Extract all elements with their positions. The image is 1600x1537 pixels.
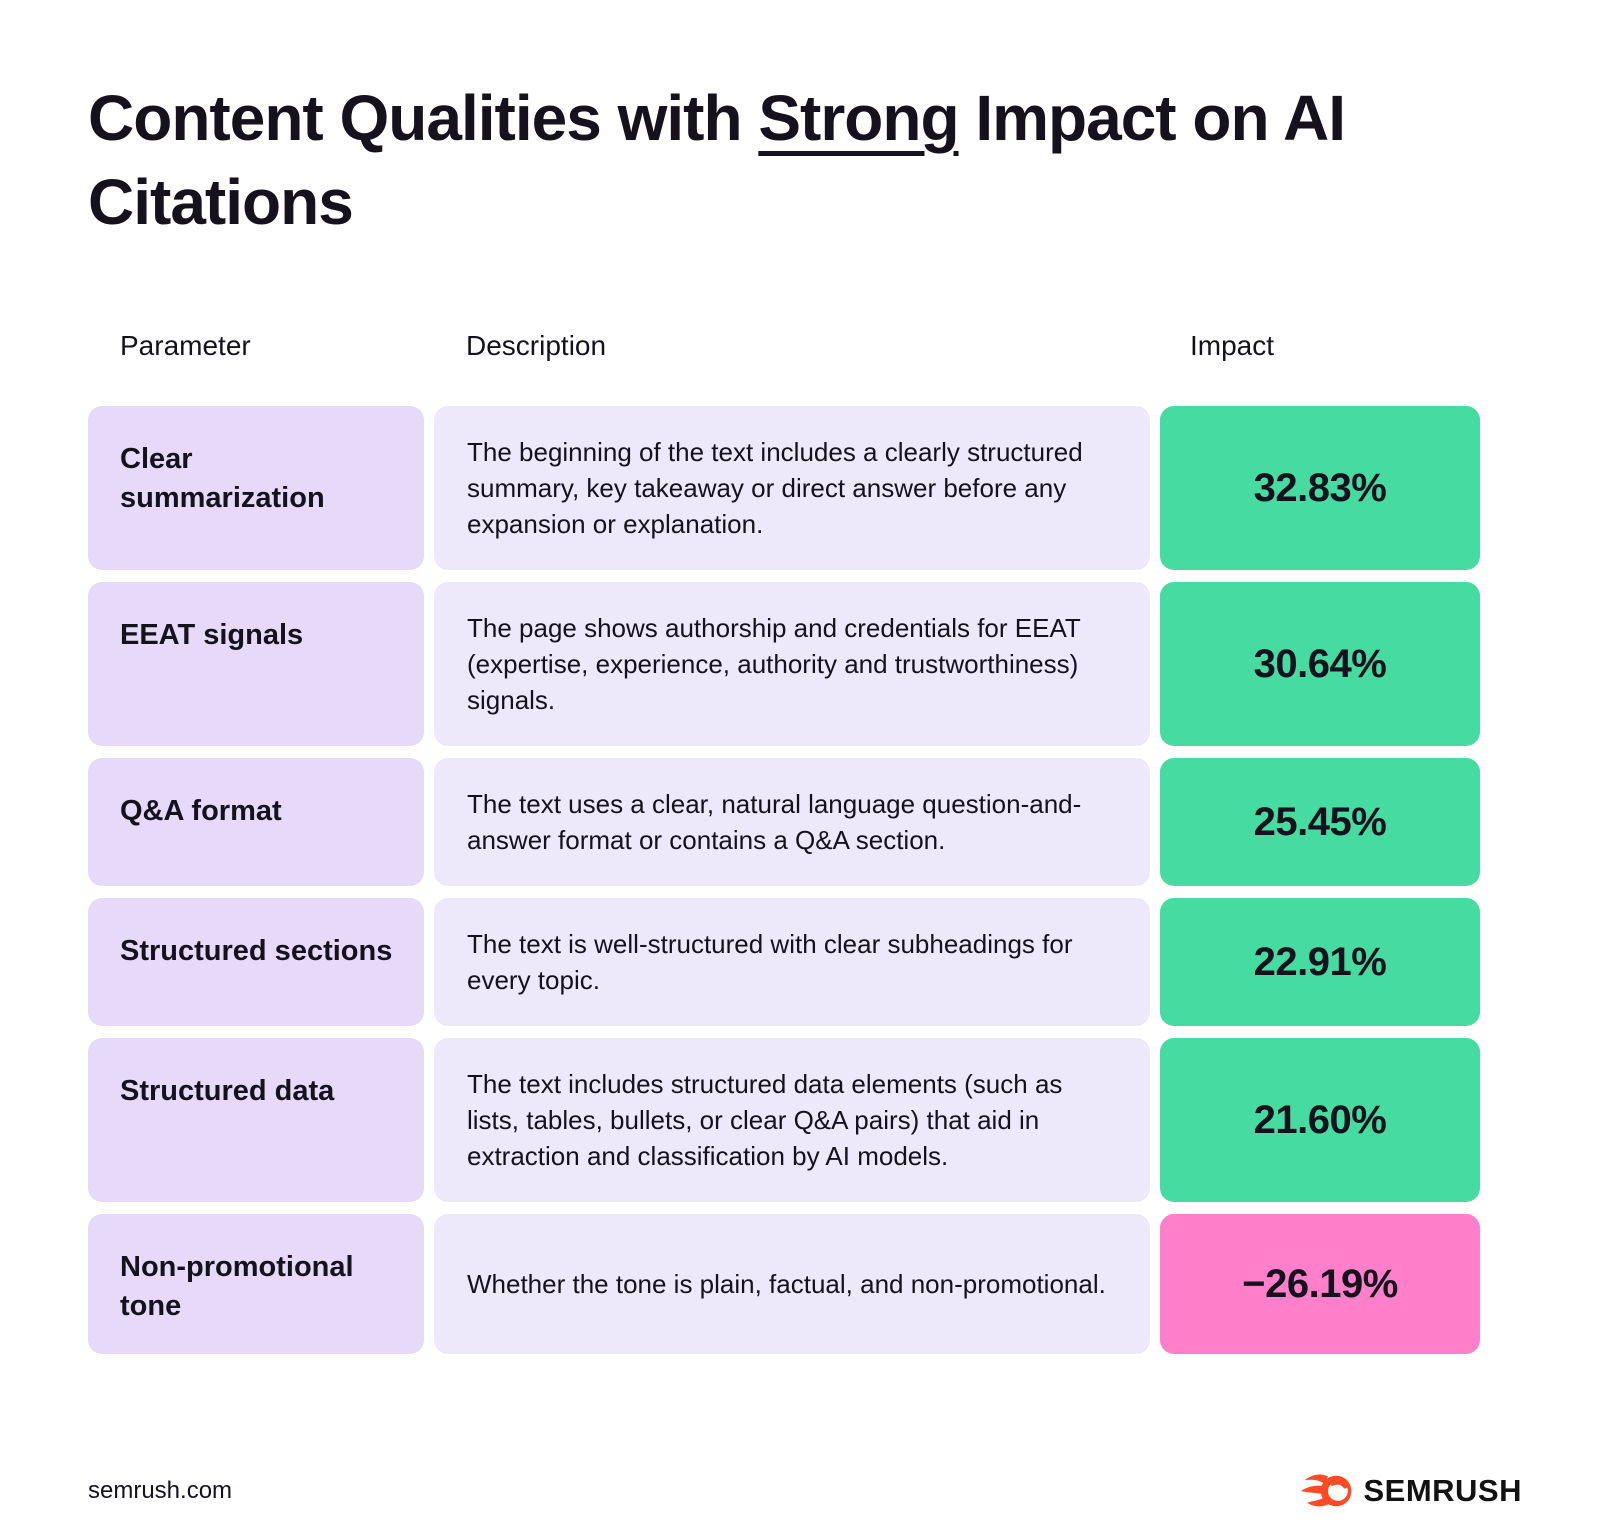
description-text: The beginning of the text includes a cle… <box>467 437 1083 539</box>
title-underlined-word: Strong <box>758 82 959 154</box>
footer: semrush.com SEMRUSH <box>88 1471 1522 1511</box>
description-text: The text is well-structured with clear s… <box>467 929 1073 995</box>
parameter-cell: EEAT signals <box>88 582 424 746</box>
description-text: The text uses a clear, natural language … <box>467 789 1082 855</box>
parameter-cell: Q&A format <box>88 758 424 886</box>
impact-cell: 21.60% <box>1160 1038 1480 1202</box>
description-cell: Whether the tone is plain, factual, and … <box>434 1214 1150 1354</box>
column-header-description: Description <box>466 330 607 361</box>
description-text: The text includes structured data elemen… <box>467 1069 1063 1171</box>
parameter-cell: Non-promotional tone <box>88 1214 424 1354</box>
description-cell: The text uses a clear, natural language … <box>434 758 1150 886</box>
impact-cell: 25.45% <box>1160 758 1480 886</box>
parameter-cell: Structured sections <box>88 898 424 1026</box>
description-cell: The text is well-structured with clear s… <box>434 898 1150 1026</box>
column-header-parameter: Parameter <box>120 330 251 361</box>
title-prefix: Content Qualities with <box>88 82 759 154</box>
description-cell: The text includes structured data elemen… <box>434 1038 1150 1202</box>
page-title: Content Qualities with Strong Impact on … <box>88 76 1428 244</box>
semrush-flame-icon <box>1301 1471 1355 1511</box>
parameter-cell: Structured data <box>88 1038 424 1202</box>
impact-cell: −26.19% <box>1160 1214 1480 1354</box>
impact-cell: 22.91% <box>1160 898 1480 1026</box>
brand-wordmark: SEMRUSH <box>1363 1473 1522 1508</box>
description-cell: The page shows authorship and credential… <box>434 582 1150 746</box>
parameter-cell: Clear summarization <box>88 406 424 570</box>
description-text: The page shows authorship and credential… <box>467 613 1081 715</box>
website-url: semrush.com <box>88 1477 233 1504</box>
semrush-logo: SEMRUSH <box>1301 1471 1522 1511</box>
impact-cell: 30.64% <box>1160 582 1480 746</box>
impact-cell: 32.83% <box>1160 406 1480 570</box>
title-suffix: Impact on AI Citations <box>88 82 1346 238</box>
description-cell: The beginning of the text includes a cle… <box>434 406 1150 570</box>
column-header-impact: Impact <box>1190 330 1275 361</box>
description-text: Whether the tone is plain, factual, and … <box>467 1269 1106 1299</box>
impact-table: Parameter Description Impact Clear summa… <box>88 330 1480 1354</box>
